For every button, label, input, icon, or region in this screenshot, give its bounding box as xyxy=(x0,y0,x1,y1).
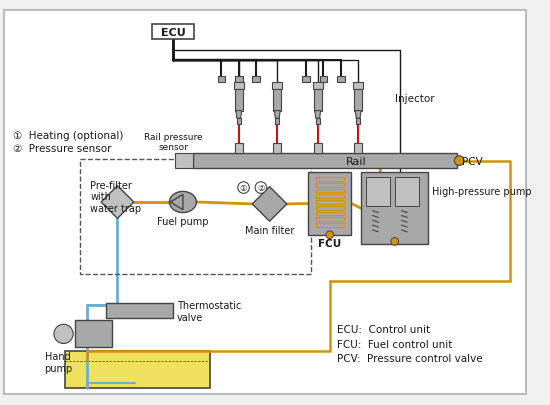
Bar xyxy=(65,352,210,388)
Bar xyxy=(175,153,192,169)
Bar xyxy=(276,119,279,125)
Text: Fuel pump: Fuel pump xyxy=(157,217,208,227)
Text: Thermostatic
valve: Thermostatic valve xyxy=(177,300,241,322)
Bar xyxy=(395,177,419,206)
Bar xyxy=(314,144,322,153)
Bar xyxy=(366,177,390,206)
Circle shape xyxy=(454,156,464,166)
Bar xyxy=(237,119,241,125)
Bar xyxy=(308,173,351,235)
Text: Main filter: Main filter xyxy=(245,226,294,236)
Bar xyxy=(273,90,281,111)
Polygon shape xyxy=(101,186,134,219)
Bar xyxy=(235,77,243,83)
Bar xyxy=(252,77,260,83)
Bar xyxy=(235,90,243,111)
Circle shape xyxy=(54,324,73,344)
Text: Injector: Injector xyxy=(395,94,434,104)
Text: ECU:  Control unit: ECU: Control unit xyxy=(337,324,430,335)
Bar xyxy=(218,77,226,83)
Text: FCU: FCU xyxy=(318,238,342,248)
Text: Rail: Rail xyxy=(346,156,366,166)
Bar xyxy=(316,119,320,125)
Polygon shape xyxy=(315,111,321,119)
Text: Rail pressure
sensor: Rail pressure sensor xyxy=(144,132,202,151)
Text: ①: ① xyxy=(240,183,248,193)
Polygon shape xyxy=(274,111,280,119)
Polygon shape xyxy=(170,195,183,210)
Bar xyxy=(361,173,428,245)
Circle shape xyxy=(391,238,399,246)
Bar xyxy=(75,321,112,347)
Text: PCV:  Pressure control valve: PCV: Pressure control valve xyxy=(337,353,482,363)
Text: PCV: PCV xyxy=(462,156,483,166)
Bar xyxy=(235,144,243,153)
Ellipse shape xyxy=(169,192,196,213)
Text: Pre-filter
with
water trap: Pre-filter with water trap xyxy=(91,180,141,213)
Text: ②  Pressure sensor: ② Pressure sensor xyxy=(14,144,112,154)
Circle shape xyxy=(255,182,267,194)
Text: ECU: ECU xyxy=(161,28,186,38)
Bar xyxy=(192,153,457,169)
Bar xyxy=(152,25,195,40)
Bar xyxy=(80,159,311,275)
Bar xyxy=(354,90,362,111)
Text: High-pressure pump: High-pressure pump xyxy=(432,187,532,197)
Bar xyxy=(106,303,173,319)
Bar xyxy=(313,83,322,90)
Bar xyxy=(234,83,244,90)
Bar xyxy=(273,144,281,153)
Text: Hand
pump: Hand pump xyxy=(43,352,72,373)
Circle shape xyxy=(238,182,249,194)
Text: FCU:  Fuel control unit: FCU: Fuel control unit xyxy=(337,339,452,349)
Polygon shape xyxy=(236,111,241,119)
Bar xyxy=(353,83,363,90)
Circle shape xyxy=(326,231,334,239)
Bar xyxy=(356,119,360,125)
Bar xyxy=(272,83,282,90)
Text: ②: ② xyxy=(257,183,265,193)
Bar xyxy=(354,144,362,153)
Polygon shape xyxy=(252,187,287,222)
Bar xyxy=(314,90,322,111)
Bar xyxy=(337,77,345,83)
Bar xyxy=(302,77,310,83)
Text: ①  Heating (optional): ① Heating (optional) xyxy=(14,130,124,141)
Polygon shape xyxy=(355,111,361,119)
Bar xyxy=(320,77,327,83)
